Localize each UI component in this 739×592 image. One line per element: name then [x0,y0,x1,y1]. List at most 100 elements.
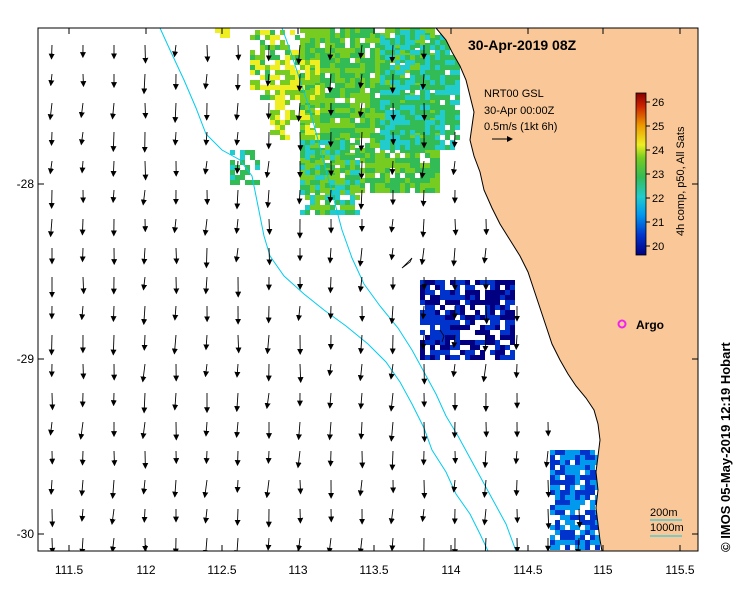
sst-pixel [430,315,435,320]
sst-pixel [340,68,345,73]
sst-pixel [490,305,495,310]
sst-pixel [410,183,415,188]
current-vector [202,73,209,90]
sst-pixel [445,45,450,50]
sst-pixel [455,115,460,120]
current-vector [389,247,396,261]
sst-pixel [440,120,445,125]
sst-pixel [265,65,270,70]
sst-pixel [465,355,470,360]
sst-pixel [420,163,425,168]
sst-pixel [580,490,585,495]
sst-pixel [325,183,330,188]
sst-pixel [355,195,360,200]
sst-pixel [415,140,420,145]
current-vector [142,102,149,119]
current-vector [234,160,241,175]
current-vector [234,218,241,234]
sst-pixel [390,70,395,75]
sst-pixel [310,75,315,80]
current-vector [358,160,365,180]
sst-pixel [585,475,590,480]
sst-pixel [385,168,390,173]
sst-pixel [360,188,365,193]
sst-pixel [345,33,350,38]
sst-pixel [255,70,260,75]
sst-pixel [295,60,300,65]
sst-pixel [375,178,380,183]
sst-pixel [510,340,515,345]
sst-pixel [310,48,315,53]
sst-pixel [240,170,245,175]
sst-pixel [385,125,390,130]
sst-pixel [385,153,390,158]
sst-pixel [390,98,395,103]
sst-pixel [385,178,390,183]
sst-pixel [460,325,465,330]
sst-pixel [355,123,360,128]
sst-pixel [445,105,450,110]
sst-pixel [345,205,350,210]
sst-pixel [480,350,485,355]
current-vector [358,44,365,59]
sst-pixel [365,83,370,88]
sst-pixel [325,178,330,183]
current-vector [545,479,552,498]
current-vector [204,44,211,63]
sst-pixel [355,83,360,88]
colorbar: 26 25 24 23 22 21 20 4h comp, p50, All S… [635,92,687,256]
sst-pixel [440,320,445,325]
sst-pixel [370,148,375,153]
sst-pixel [470,350,475,355]
sst-pixel [385,75,390,80]
sst-pixel [450,80,455,85]
sst-pixel [410,95,415,100]
sst-pixel [290,90,295,95]
sst-pixel [315,160,320,165]
sst-pixel [505,290,510,295]
sst-pixel [430,33,435,38]
sst-pixel [430,300,435,305]
sst-pixel [270,120,275,125]
sst-pixel [585,460,590,465]
sst-pixel [300,158,305,163]
sst-pixel [305,80,310,85]
current-vector [357,479,364,497]
current-vector [327,73,334,94]
sst-pixel [560,460,565,465]
sst-pixel [300,93,305,98]
sst-pixel [345,78,350,83]
sst-pixel [335,53,340,58]
sst-pixel [560,530,565,535]
sst-pixel [445,75,450,80]
sst-pixel [230,165,235,170]
sst-pixel [310,173,315,178]
sst-pixel [435,75,440,80]
sst-pixel [425,178,430,183]
sst-pixel [490,280,495,285]
sst-pixel [445,335,450,340]
sst-pixel [340,210,345,215]
current-vector [80,363,87,380]
sst-pixel [415,55,420,60]
sst-pixel [360,98,365,103]
sst-pixel [510,300,515,305]
sst-pixel [320,53,325,58]
sst-pixel [260,65,265,70]
sst-pixel [570,455,575,460]
sst-pixel [270,40,275,45]
sst-pixel [255,80,260,85]
current-vector [234,450,241,467]
current-vector [389,305,396,325]
sst-pixel [450,330,455,335]
current-vector [451,247,457,267]
sst-pixel [350,165,355,170]
sst-pixel [455,95,460,100]
sst-pixel [335,145,340,150]
sst-pixel [510,330,515,335]
sst-pixel [455,345,460,350]
sst-pixel [425,115,430,120]
sst-pixel [325,118,330,123]
sst-pixel [330,28,335,33]
sst-pixel [510,325,515,330]
